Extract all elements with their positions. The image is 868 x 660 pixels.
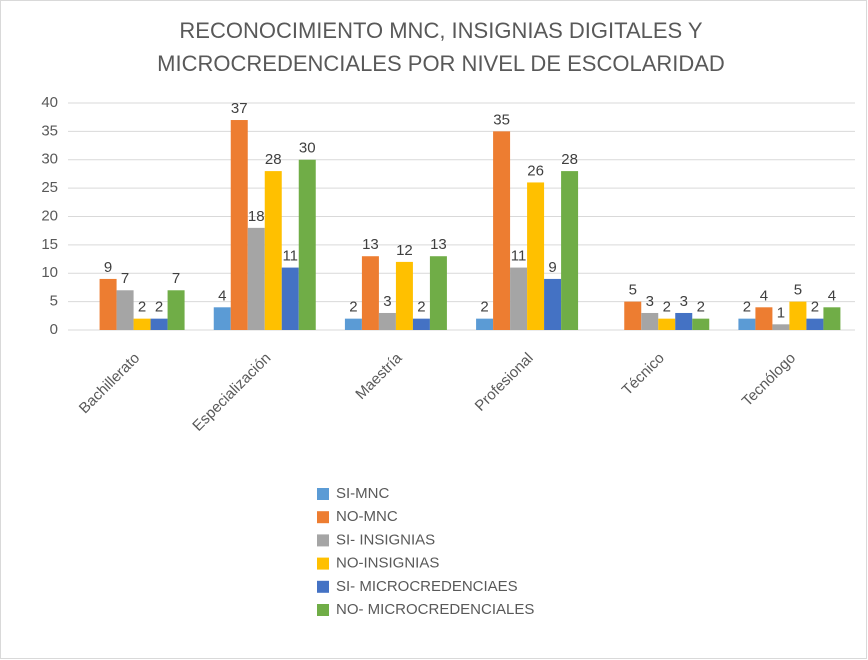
legend-swatch: [317, 604, 329, 616]
bar: [264, 171, 282, 330]
data-label: 3: [646, 293, 654, 310]
legend-swatch: [317, 488, 329, 500]
data-label: 3: [680, 293, 688, 310]
bar: [213, 307, 231, 330]
legend-label: SI- MICROCREDENCIAES: [336, 578, 518, 595]
data-label: 13: [362, 236, 379, 253]
bar: [561, 171, 579, 330]
data-label: 35: [493, 111, 510, 128]
data-label: 7: [172, 270, 180, 287]
data-label: 4: [828, 287, 836, 304]
bar: [378, 312, 396, 330]
data-label: 9: [104, 259, 112, 276]
x-tick-label: Maestría: [352, 349, 406, 403]
bar: [510, 267, 528, 330]
data-label: 2: [811, 299, 819, 316]
bar: [675, 312, 693, 330]
data-label: 12: [396, 242, 413, 259]
data-label: 1: [777, 304, 785, 321]
y-tick-label: 10: [41, 264, 58, 281]
bar: [806, 318, 824, 330]
legend-label: SI-MNC: [336, 485, 389, 502]
data-label: 2: [697, 299, 705, 316]
data-label: 2: [480, 299, 488, 316]
bar: [789, 301, 807, 330]
bar: [772, 324, 790, 330]
bar: [150, 318, 168, 330]
data-label: 11: [511, 248, 527, 265]
data-label: 2: [155, 299, 163, 316]
bar: [167, 290, 185, 330]
bar: [544, 278, 562, 330]
bar: [527, 182, 545, 330]
bar: [624, 301, 642, 330]
data-label: 2: [663, 299, 671, 316]
data-label: 2: [349, 299, 357, 316]
data-label: 4: [218, 287, 226, 304]
data-label: 9: [548, 259, 556, 276]
chart-title: RECONOCIMIENTO MNC, INSIGNIAS DIGITALES …: [157, 18, 725, 76]
data-label: 13: [430, 236, 447, 253]
y-tick-label: 35: [41, 122, 58, 139]
data-label: 11: [282, 248, 298, 265]
y-tick-label: 25: [41, 179, 58, 196]
data-label: 2: [417, 299, 425, 316]
data-label: 30: [299, 140, 316, 157]
data-label: 2: [743, 299, 751, 316]
data-label: 26: [527, 162, 544, 179]
y-tick-label: 30: [41, 151, 58, 168]
y-tick-label: 20: [41, 207, 58, 224]
data-label: 37: [231, 100, 248, 117]
bar: [692, 318, 710, 330]
bar: [476, 318, 494, 330]
data-label: 28: [561, 151, 578, 168]
data-label: 2: [138, 299, 146, 316]
legend-swatch: [317, 534, 329, 547]
bar: [493, 131, 511, 330]
data-label: 5: [794, 282, 802, 299]
bar: [116, 290, 134, 330]
data-label: 5: [629, 282, 637, 299]
bar: [738, 318, 756, 330]
bar: [247, 227, 265, 330]
bar: [823, 307, 841, 330]
legend-label: NO-MNC: [336, 508, 398, 525]
legend-label: NO- MICROCREDENCIALES: [336, 601, 534, 618]
data-label: 7: [121, 270, 129, 287]
data-label: 18: [248, 208, 265, 225]
y-tick-label: 0: [50, 321, 58, 338]
bar: [361, 256, 379, 330]
bar: [429, 256, 447, 330]
legend-swatch: [317, 580, 329, 593]
x-tick-label: Especialización: [189, 350, 274, 435]
legend-label: SI- INSIGNIAS: [336, 531, 435, 548]
bar: [99, 278, 117, 330]
legend-swatch: [317, 511, 329, 524]
x-tick-label: Profesional: [472, 350, 537, 415]
bar: [395, 261, 413, 330]
x-tick-label: Tecnólogo: [739, 350, 799, 410]
y-tick-label: 40: [41, 94, 58, 111]
y-tick-label: 15: [41, 236, 58, 253]
y-tick-label: 5: [50, 293, 58, 310]
bar: [658, 318, 676, 330]
bar: [412, 318, 430, 330]
x-tick-label: Técnico: [619, 350, 668, 399]
bar: [281, 267, 299, 330]
bar: [755, 307, 773, 330]
x-tick-label: Bachillerato: [76, 350, 143, 417]
legend-label: NO-INSIGNIAS: [336, 555, 439, 572]
bar: [344, 318, 362, 330]
data-label: 3: [383, 293, 391, 310]
legend-swatch: [317, 557, 329, 570]
bar: [298, 159, 316, 330]
bar: [641, 312, 659, 330]
data-label: 28: [265, 151, 282, 168]
data-label: 4: [760, 287, 768, 304]
bar: [133, 318, 151, 330]
bar: [230, 120, 248, 331]
